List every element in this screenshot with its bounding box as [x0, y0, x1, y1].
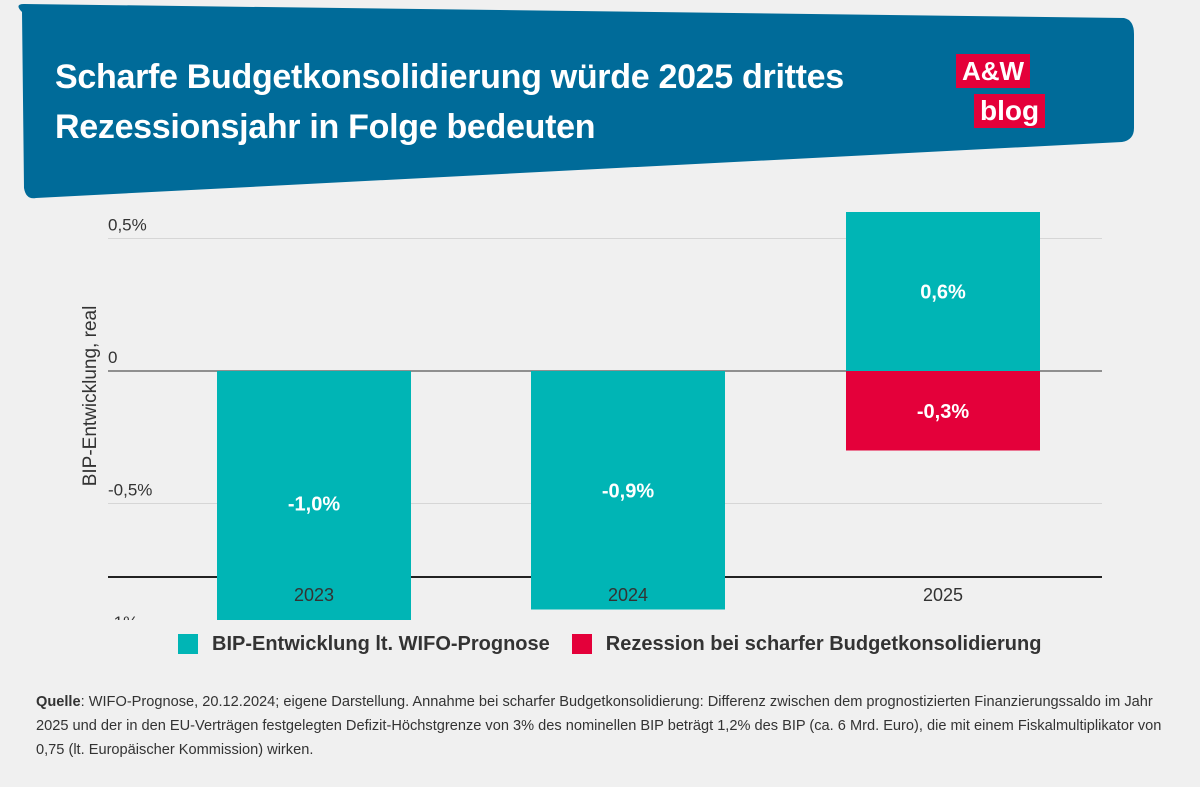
bar-chart: 1%0,5%0-0,5%-1%-1,5%BIP-Entwicklung, rea… [80, 212, 1102, 620]
bar-2025-series-1 [846, 212, 1040, 371]
chart-title: Scharfe Budgetkonsolidierung würde 2025 … [55, 52, 915, 152]
legend-swatch-wifo [178, 634, 198, 654]
x-tick-label: 2023 [294, 585, 334, 605]
title-line-1: Scharfe Budgetkonsolidierung würde 2025 … [55, 58, 844, 96]
source-label: Quelle [36, 694, 81, 710]
title-line-2: Rezessionsjahr in Folge bedeuten [55, 108, 596, 146]
data-label-2023-series-1: -1,0% [288, 494, 340, 516]
data-label-2025-series-1: 0,6% [920, 282, 966, 304]
y-tick-label: 0,5% [108, 216, 147, 235]
source-note: Quelle: WIFO-Prognose, 20.12.2024; eigen… [36, 690, 1166, 762]
source-text: : WIFO-Prognose, 20.12.2024; eigene Dars… [36, 694, 1162, 758]
y-tick-label: -1% [108, 613, 138, 620]
y-tick-label: 0 [108, 348, 117, 367]
legend-item-wifo: BIP-Entwicklung lt. WIFO-Prognose [178, 633, 550, 656]
y-tick-label: -0,5% [108, 481, 152, 500]
logo-top-text: A&W [956, 54, 1031, 88]
y-axis-label: BIP-Entwicklung, real [80, 306, 101, 487]
bar-2025-series-2 [846, 371, 1040, 451]
legend-label-rezession: Rezession bei scharfer Budgetkonsolidier… [605, 632, 1042, 655]
logo-bottom-text: blog [974, 94, 1046, 128]
x-tick-label: 2025 [923, 585, 963, 605]
bar-2023-series-1 [217, 371, 411, 620]
aw-blog-logo[interactable]: A&W blog [956, 54, 1046, 134]
data-label-2024-series-1: -0,9% [602, 480, 654, 502]
legend-item-rezession: Rezession bei scharfer Budgetkonsolidier… [571, 632, 1042, 656]
bar-2024-series-1 [531, 371, 725, 610]
data-label-2025-series-2: -0,3% [917, 401, 969, 423]
legend-swatch-rezession [571, 634, 592, 654]
legend-label-wifo: BIP-Entwicklung lt. WIFO-Prognose [212, 632, 550, 655]
x-tick-label: 2024 [608, 585, 648, 605]
title-banner [18, 4, 1134, 199]
legend: BIP-Entwicklung lt. WIFO-Prognose Rezess… [178, 630, 1063, 658]
